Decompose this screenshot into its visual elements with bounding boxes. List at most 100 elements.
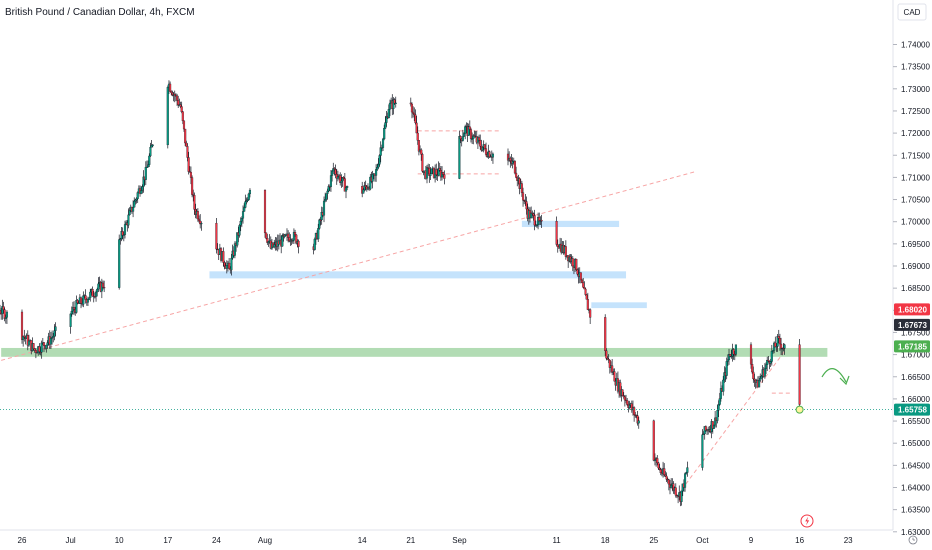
candle-body	[410, 103, 414, 113]
candle-body	[134, 199, 137, 202]
candle-body	[53, 330, 56, 337]
candle-body	[532, 213, 535, 216]
candle-body	[586, 299, 589, 310]
candle-body	[46, 342, 49, 346]
candle-body	[387, 109, 390, 119]
date-tick-label: 11	[552, 536, 561, 545]
candle-body	[123, 224, 127, 235]
candle-body	[535, 224, 538, 227]
lightning-icon[interactable]	[800, 514, 814, 528]
candle-body	[169, 83, 172, 92]
candle-body	[189, 171, 192, 178]
candle-body	[151, 144, 154, 146]
candle-body	[656, 458, 659, 463]
candle-body	[732, 349, 735, 355]
price-tag-label: 1.67185	[898, 342, 927, 351]
candle-body	[589, 309, 592, 318]
zone-rect[interactable]	[521, 220, 620, 228]
trendline[interactable]	[681, 349, 787, 491]
price-tick-label: 1.73000	[901, 85, 930, 94]
candle-body	[89, 291, 92, 298]
candle-body	[265, 232, 268, 239]
candle-body	[430, 168, 433, 174]
date-tick-label: 18	[601, 536, 610, 545]
candle-body	[33, 348, 36, 351]
candle-body	[196, 211, 199, 220]
candle-body	[180, 106, 183, 112]
price-tick-label: 1.64000	[901, 484, 930, 493]
price-tick-label: 1.63000	[901, 528, 930, 537]
price-tag-label: 1.68020	[898, 305, 927, 314]
candle-body	[585, 294, 588, 300]
price-tick-label: 1.70500	[901, 196, 930, 205]
candle-body	[420, 149, 423, 155]
candle-body	[42, 342, 46, 347]
candle-body	[222, 251, 225, 263]
candle-body	[701, 434, 704, 468]
price-tags: 1.68020 1.67673 1.67185 1.65758	[894, 303, 930, 416]
trendline[interactable]	[1, 171, 696, 361]
candle-body	[228, 262, 231, 269]
date-tick-label: Sep	[452, 536, 467, 545]
candle-body	[148, 155, 151, 165]
price-tick-label: 1.71500	[901, 151, 930, 160]
currency-button[interactable]: CAD	[897, 3, 927, 21]
price-tick-label: 1.65500	[901, 417, 930, 426]
candle-body	[84, 295, 87, 300]
candle-body	[140, 190, 143, 194]
candle-body	[27, 340, 30, 346]
date-tick-label: 21	[406, 536, 415, 545]
date-tick-label: 25	[649, 536, 658, 545]
candle-body	[393, 99, 396, 104]
candle-body	[520, 183, 523, 193]
candle-body	[581, 279, 584, 283]
candle-body	[469, 129, 473, 140]
candle-body	[513, 160, 516, 174]
candle-body	[575, 258, 578, 270]
candle-body	[769, 361, 772, 364]
timezone-icon[interactable]	[908, 535, 918, 545]
zone-rect[interactable]	[209, 271, 627, 279]
price-tick-label: 1.69500	[901, 240, 930, 249]
candle-body	[177, 100, 180, 106]
projection-curve[interactable]	[821, 368, 847, 383]
date-tick-label: 26	[18, 536, 27, 545]
candle-body	[239, 221, 242, 226]
candle-body	[637, 420, 640, 424]
candle-body	[91, 289, 94, 297]
candle-body	[191, 177, 194, 195]
candle-body	[579, 272, 582, 281]
price-tick-label: 1.66500	[901, 373, 930, 382]
candle-body	[652, 420, 655, 461]
candle-body	[726, 359, 729, 362]
candle-body	[136, 192, 139, 199]
candle-body	[468, 126, 471, 130]
candle-body	[133, 201, 136, 208]
candle-body	[184, 128, 187, 144]
time-axis[interactable]: 26 Jul 10 17 24 Aug 14 21 Sep 11 18 25 Oct 9 16 23	[18, 536, 854, 545]
candle-body	[719, 388, 722, 399]
candle-body	[49, 338, 52, 345]
candle-body	[247, 193, 250, 200]
candle-body	[200, 222, 203, 225]
zone-rect[interactable]	[591, 302, 647, 309]
candle-body	[75, 300, 78, 313]
plot-background	[0, 0, 893, 530]
candle-body	[181, 111, 184, 122]
candle-body	[583, 287, 586, 290]
price-tag-box	[894, 303, 930, 316]
candle-body	[622, 395, 625, 398]
date-tick-label: 16	[795, 536, 804, 545]
price-tick-label: 1.71000	[901, 173, 930, 182]
last-price-marker[interactable]	[795, 405, 804, 414]
projection-arrow[interactable]	[821, 368, 850, 386]
candle-body	[294, 232, 297, 236]
candle-body	[555, 220, 558, 245]
drawing-lines	[1, 130, 793, 491]
candle-body	[461, 136, 464, 141]
candle-body	[322, 200, 326, 216]
price-axis[interactable]: 1.74000 1.73500 1.73000 1.72500 1.72000 1.715…	[893, 41, 930, 537]
zone-rect[interactable]	[1, 347, 828, 357]
candle-body	[623, 396, 626, 401]
